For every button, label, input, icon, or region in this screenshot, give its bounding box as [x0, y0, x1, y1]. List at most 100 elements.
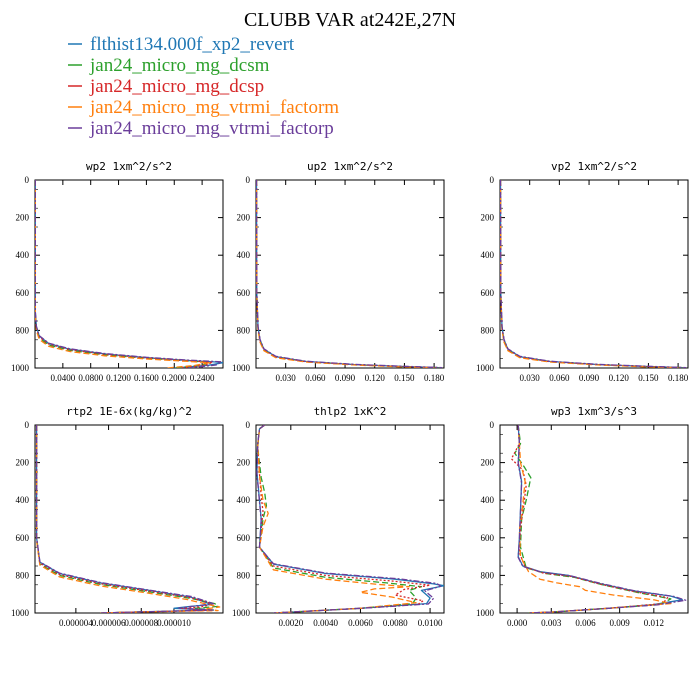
- x-tick-label: 0.1600: [134, 373, 159, 383]
- x-tick-label: 0.150: [394, 373, 415, 383]
- y-tick-label: 600: [481, 533, 495, 543]
- y-tick-label: 1000: [232, 608, 251, 618]
- x-tick-label: 0.180: [424, 373, 445, 383]
- chart-panel: thlp2 1xK^2 0 200 400 600 800 1000 0.0020 0.0040…: [232, 405, 445, 628]
- panel-title: up2 1xm^2/s^2: [307, 160, 393, 173]
- chart-panel: wp2 1xm^2/s^2 0 200 400 600 800 1000 0.0400 0.08…: [11, 160, 224, 383]
- series-line: [500, 180, 687, 368]
- legend-item: jan24_micro_mg_vtrmi_factorm: [68, 97, 339, 118]
- x-tick-label: 0.2400: [190, 373, 215, 383]
- y-tick-label: 200: [481, 458, 495, 468]
- x-tick-label: 0.060: [549, 373, 570, 383]
- y-tick-label: 800: [481, 325, 495, 335]
- legend-label: jan24_micro_mg_dcsp: [89, 76, 264, 97]
- series-line: [35, 425, 219, 613]
- series-line: [256, 180, 440, 368]
- legend: flthist134.000f_xp2_revertjan24_micro_mg…: [68, 34, 339, 139]
- series-line: [35, 180, 210, 368]
- series-line: [256, 180, 440, 368]
- panel-title: wp3 1xm^3/s^3: [551, 405, 637, 418]
- y-tick-label: 200: [16, 458, 30, 468]
- y-tick-label: 0: [25, 175, 30, 185]
- x-tick-label: 0.150: [638, 373, 659, 383]
- series-line: [35, 425, 214, 613]
- x-tick-label: 0.0080: [383, 618, 408, 628]
- x-tick-label: 0.006: [575, 618, 596, 628]
- x-tick-label: 0.120: [609, 373, 630, 383]
- legend-item: flthist134.000f_xp2_revert: [68, 34, 295, 55]
- x-tick-label: 0.009: [610, 618, 631, 628]
- series-line: [257, 425, 423, 613]
- y-tick-label: 800: [237, 325, 251, 335]
- y-tick-label: 200: [16, 213, 30, 223]
- legend-item: jan24_micro_mg_dcsm: [68, 55, 270, 76]
- y-tick-label: 0: [490, 420, 495, 430]
- panel-title: vp2 1xm^2/s^2: [551, 160, 637, 173]
- x-tick-label: 0.030: [276, 373, 297, 383]
- legend-label: jan24_micro_mg_dcsm: [89, 55, 270, 76]
- panel-title: thlp2 1xK^2: [314, 405, 387, 418]
- plot-frame: [255, 179, 445, 369]
- plot-frame: [34, 424, 224, 614]
- series-group: [35, 425, 221, 613]
- chart-panel: up2 1xm^2/s^2 0 200 400 600 800 1000 0.030 0.060…: [232, 160, 445, 383]
- y-tick-label: 1000: [232, 363, 251, 373]
- x-tick-label: 0.000010: [157, 618, 191, 628]
- y-tick-label: 200: [481, 213, 495, 223]
- x-tick-label: 0.120: [365, 373, 386, 383]
- y-tick-label: 800: [16, 325, 30, 335]
- chart-panels: wp2 1xm^2/s^2 0 200 400 600 800 1000 0.0400 0.08…: [11, 160, 689, 628]
- y-tick-label: 1000: [11, 363, 30, 373]
- series-group: [256, 180, 443, 368]
- x-tick-label: 0.000006: [92, 618, 126, 628]
- series-group: [500, 180, 687, 368]
- series-line: [500, 180, 684, 368]
- x-tick-label: 0.1200: [106, 373, 131, 383]
- x-tick-label: 0.0040: [313, 618, 338, 628]
- legend-item: jan24_micro_mg_vtrmi_factorp: [68, 118, 334, 139]
- series-line: [35, 180, 210, 368]
- y-tick-label: 400: [237, 495, 251, 505]
- plot-frame: [499, 424, 689, 614]
- chart-panel: wp3 1xm^3/s^3 0 200 400 600 800 1000 0.000 0.003…: [476, 405, 689, 628]
- x-tick-label: 0.012: [644, 618, 664, 628]
- y-tick-label: 600: [16, 288, 30, 298]
- series-line: [35, 425, 214, 613]
- x-tick-label: 0.2000: [162, 373, 187, 383]
- series-line: [500, 180, 679, 368]
- x-tick-label: 0.0020: [278, 618, 303, 628]
- series-line: [35, 180, 223, 368]
- series-line: [510, 425, 669, 613]
- x-tick-label: 0.0100: [418, 618, 443, 628]
- series-group: [35, 180, 223, 368]
- series-group: [510, 425, 687, 613]
- y-tick-label: 400: [16, 495, 30, 505]
- x-tick-label: 0.030: [520, 373, 541, 383]
- series-line: [256, 180, 443, 368]
- series-line: [35, 180, 223, 368]
- chart-panel: rtp2 1E-6x(kg/kg)^2 0 200 400 600 800 1000 0.00…: [11, 405, 224, 628]
- legend-item: jan24_micro_mg_dcsp: [68, 76, 264, 97]
- legend-label: jan24_micro_mg_vtrmi_factorp: [89, 118, 334, 139]
- series-group: [256, 425, 444, 613]
- y-tick-label: 200: [237, 213, 251, 223]
- y-tick-label: 0: [246, 175, 251, 185]
- y-tick-label: 800: [481, 570, 495, 580]
- series-line: [256, 180, 440, 368]
- legend-label: flthist134.000f_xp2_revert: [90, 34, 295, 55]
- series-line: [256, 425, 442, 613]
- y-tick-label: 600: [481, 288, 495, 298]
- series-line: [35, 425, 213, 613]
- x-tick-label: 0.180: [668, 373, 689, 383]
- series-line: [256, 180, 435, 368]
- panel-title: rtp2 1E-6x(kg/kg)^2: [66, 405, 192, 418]
- series-line: [35, 425, 221, 613]
- y-tick-label: 1000: [11, 608, 30, 618]
- y-tick-label: 0: [25, 420, 30, 430]
- plot-frame: [34, 179, 224, 369]
- y-tick-label: 1000: [476, 608, 495, 618]
- series-line: [35, 180, 214, 368]
- series-line: [257, 425, 417, 613]
- y-tick-label: 0: [490, 175, 495, 185]
